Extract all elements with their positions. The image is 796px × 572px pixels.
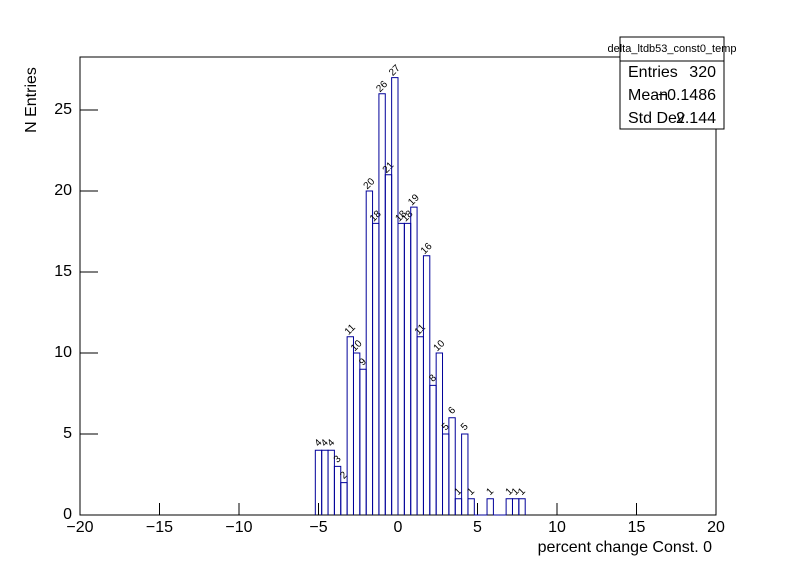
x-tick-label: −20 xyxy=(66,519,93,536)
bin xyxy=(391,77,399,515)
stats-value: 2.144 xyxy=(676,110,716,127)
x-axis-title: percent change Const. 0 xyxy=(538,539,712,556)
data-label: 11 xyxy=(413,322,428,337)
bin xyxy=(442,433,450,515)
bin xyxy=(511,498,520,515)
data-label: 20 xyxy=(362,176,378,192)
data-label: 16 xyxy=(419,241,435,257)
y-tick-label: 20 xyxy=(54,182,72,199)
x-tick-label: −5 xyxy=(309,519,327,536)
data-label: 5 xyxy=(440,421,452,433)
bin xyxy=(467,498,475,515)
data-label: 11 xyxy=(343,322,358,337)
bin xyxy=(448,417,456,515)
bin xyxy=(384,174,393,515)
bin xyxy=(416,336,424,515)
x-tick-label: 10 xyxy=(548,519,566,536)
data-label: 5 xyxy=(459,421,471,433)
data-label: 8 xyxy=(427,372,439,384)
x-tick-label: −15 xyxy=(146,519,173,536)
bin xyxy=(454,498,463,515)
bin xyxy=(505,498,513,515)
y-tick-label: 15 xyxy=(54,263,72,280)
y-tick-label: 10 xyxy=(54,344,72,361)
data-label: 2 xyxy=(338,470,350,482)
data-label: 1 xyxy=(484,486,496,498)
data-label: 3 xyxy=(332,453,344,465)
data-label: 21 xyxy=(381,160,397,176)
y-axis-title: N Entries xyxy=(23,67,40,133)
y-tick-label: 25 xyxy=(54,101,72,118)
stats-frame xyxy=(619,36,725,130)
stats-name: Std Dev xyxy=(628,110,685,127)
data-label: 10 xyxy=(349,338,365,354)
bin xyxy=(403,222,412,515)
bin xyxy=(359,368,367,515)
bin xyxy=(352,352,361,515)
data-label: 10 xyxy=(432,338,448,354)
stats-box: delta_ltdb53_const0_temp xyxy=(607,36,737,130)
bin xyxy=(410,206,418,515)
bin xyxy=(429,384,437,515)
bin xyxy=(486,498,494,515)
data-label: 6 xyxy=(446,405,458,417)
data-label: 19 xyxy=(406,192,422,208)
stats-value: −0.1486 xyxy=(658,87,716,104)
x-tick-label: 5 xyxy=(473,519,482,536)
bin xyxy=(461,433,469,515)
x-tick-label: 20 xyxy=(707,519,725,536)
bin xyxy=(518,498,526,515)
stats-name: Mean xyxy=(628,87,668,104)
data-label: 27 xyxy=(387,63,403,79)
x-tick-label: 15 xyxy=(628,519,646,536)
bin xyxy=(422,255,431,515)
y-tick-label: 0 xyxy=(63,506,72,523)
stats-value: 320 xyxy=(689,64,716,81)
data-label: 18 xyxy=(368,208,384,224)
bin xyxy=(378,93,386,515)
data-label: 9 xyxy=(357,356,369,368)
bin xyxy=(340,482,348,515)
stats-name: Entries xyxy=(628,64,678,81)
bin xyxy=(365,190,374,515)
bin xyxy=(372,222,380,515)
data-label: 1 xyxy=(465,486,477,498)
stats-title: delta_ltdb53_const0_temp xyxy=(607,43,736,55)
x-tick-label: 0 xyxy=(394,519,403,536)
bin xyxy=(321,449,329,515)
data-label: 26 xyxy=(374,79,390,95)
x-tick-label: −10 xyxy=(225,519,252,536)
bin xyxy=(397,222,405,515)
bin xyxy=(435,352,444,515)
data-label: 1 xyxy=(453,486,465,498)
y-tick-label: 5 xyxy=(63,425,72,442)
bin xyxy=(346,336,354,515)
